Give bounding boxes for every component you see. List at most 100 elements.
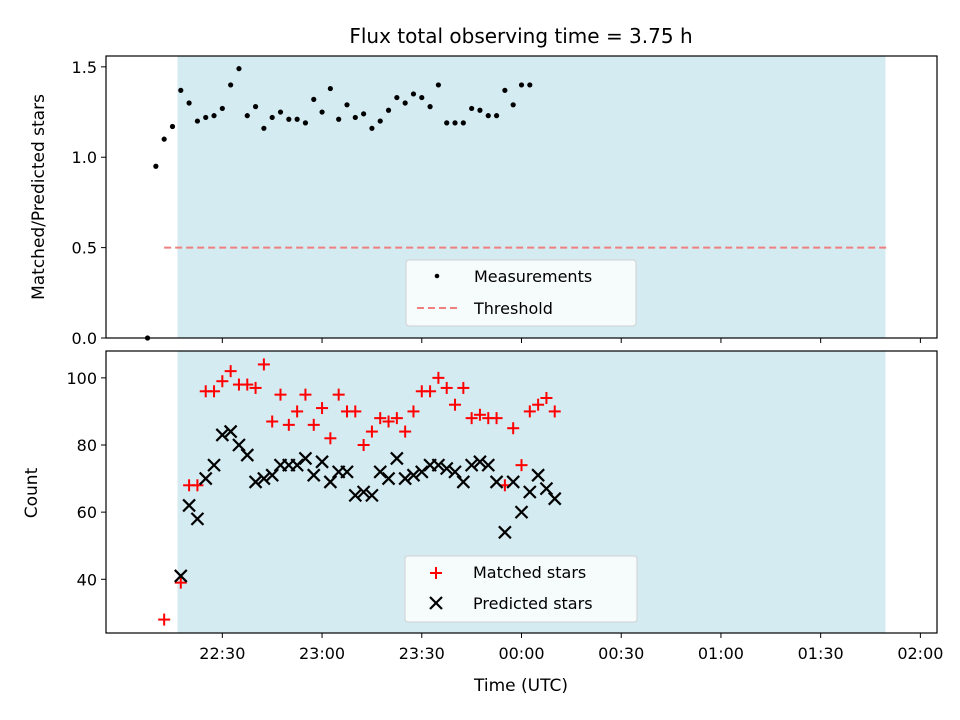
top-y-axis-label: Matched/Predicted stars <box>29 94 49 300</box>
predicted-star-point <box>298 451 313 466</box>
measurement-point <box>344 102 350 108</box>
measurement-point <box>518 82 525 88</box>
measurement-point <box>369 125 375 131</box>
measurement-point <box>469 105 475 112</box>
predicted-star-point <box>531 468 545 482</box>
measurement-point <box>161 136 167 142</box>
predicted-star-point <box>481 458 496 472</box>
predicted-star-point <box>523 485 537 499</box>
x-tick-label: 01:30 <box>798 644 844 663</box>
predicted-star-point <box>240 448 255 462</box>
matched-star-point <box>382 415 395 428</box>
measurement-point <box>402 100 408 106</box>
measurement-point <box>277 109 284 115</box>
measurement-point <box>294 116 300 122</box>
bottom-legend: Matched stars Predicted stars <box>404 555 638 623</box>
measurement-point <box>169 123 176 130</box>
measurement-point <box>194 118 201 124</box>
matched-star-point <box>158 613 171 626</box>
predicted-stars-legend-marker <box>429 596 443 610</box>
bottom-y-axis-label: Count <box>22 467 42 518</box>
predicted-star-point <box>190 512 205 526</box>
predicted-star-point <box>340 465 354 479</box>
predicted-star-point <box>489 475 504 489</box>
matched-star-point <box>540 392 553 404</box>
measurement-point <box>336 116 342 122</box>
matched-star-point <box>266 415 279 428</box>
measurements-legend-label: Measurements <box>474 267 592 286</box>
x-tick-label: 00:30 <box>598 644 644 663</box>
bottom-x-ticks: 22:30 23:00 23:30 00:00 00:30 01:00 01:30 02:00 <box>199 633 943 663</box>
measurement-point <box>527 82 533 88</box>
measurement-point <box>252 104 259 110</box>
x-tick-label: 22:30 <box>199 644 245 663</box>
predicted-star-point <box>406 468 421 482</box>
measurement-point <box>228 82 234 88</box>
matched-star-point <box>224 365 237 378</box>
matched-star-point <box>465 412 478 425</box>
predicted-star-point <box>365 488 379 503</box>
predicted-star-point <box>232 438 246 452</box>
measurement-point <box>410 91 417 97</box>
predicted-star-point <box>248 475 263 489</box>
predicted-star-point <box>381 471 396 486</box>
predicted-star-point <box>390 451 404 466</box>
measurement-point <box>385 107 392 113</box>
x-tick-label: 23:30 <box>399 644 445 663</box>
measurement-point <box>319 109 325 115</box>
measurement-point <box>219 105 225 112</box>
y-tick-label: 0.5 <box>72 239 97 258</box>
y-tick-label: 1.5 <box>72 58 97 77</box>
top-y-ticks: 0.0 0.5 1.0 1.5 <box>72 58 106 348</box>
predicted-star-point <box>514 505 529 519</box>
y-tick-label: 80 <box>77 436 97 455</box>
predicted-star-point <box>174 569 188 583</box>
matched-star-point <box>191 479 204 492</box>
matched-star-point <box>249 381 262 394</box>
predicted-star-point <box>373 465 388 479</box>
predicted-star-point <box>182 498 196 513</box>
matched-stars-legend-marker <box>430 567 442 579</box>
measurement-point <box>203 114 209 121</box>
predicted-stars-legend-label: Predicted stars <box>473 594 593 613</box>
predicted-star-point <box>290 458 304 472</box>
top-panel-marks <box>144 66 888 341</box>
matched-star-point <box>424 385 437 398</box>
measurement-point <box>477 107 483 113</box>
x-tick-label: 01:00 <box>698 644 744 663</box>
matched-star-point <box>299 388 312 401</box>
matched-star-point <box>523 405 536 418</box>
measurement-point <box>361 111 367 117</box>
predicted-star-point <box>265 468 279 482</box>
matched-star-point <box>282 418 295 431</box>
measurement-point <box>394 94 400 101</box>
predicted-star-point <box>464 458 479 472</box>
matched-star-point <box>257 358 270 371</box>
matched-star-point <box>507 422 520 435</box>
predicted-star-point <box>448 465 462 479</box>
predicted-star-point <box>539 481 554 496</box>
bottom-panel: 40 60 80 100 22:30 23:00 23:30 00:00 00:30 01:00… <box>22 350 943 663</box>
matched-star-point <box>208 385 221 398</box>
bottom-y-ticks: 40 60 80 100 <box>66 369 106 589</box>
y-tick-label: 60 <box>77 503 97 522</box>
top-panel: 0.0 0.5 1.0 1.5 Matched/Predicted stars Mea… <box>29 55 938 348</box>
matched-stars-legend-label: Matched stars <box>473 563 586 582</box>
measurement-point <box>485 113 491 119</box>
measurement-point <box>419 94 425 101</box>
measurement-point <box>435 82 441 88</box>
matched-star-point <box>407 405 420 418</box>
predicted-star-point <box>223 424 238 439</box>
measurement-point <box>377 118 383 124</box>
matched-star-point <box>490 412 503 425</box>
predicted-star-point <box>431 458 446 472</box>
predicted-star-point <box>315 455 329 469</box>
x-tick-label: 00:00 <box>498 644 544 663</box>
predicted-star-point <box>547 491 562 506</box>
matched-star-point <box>449 398 462 411</box>
matched-star-point <box>291 405 304 418</box>
x-tick-label: 02:00 <box>897 644 943 663</box>
predicted-star-point <box>323 475 338 489</box>
x-axis-label: Time (UTC) <box>473 676 568 696</box>
